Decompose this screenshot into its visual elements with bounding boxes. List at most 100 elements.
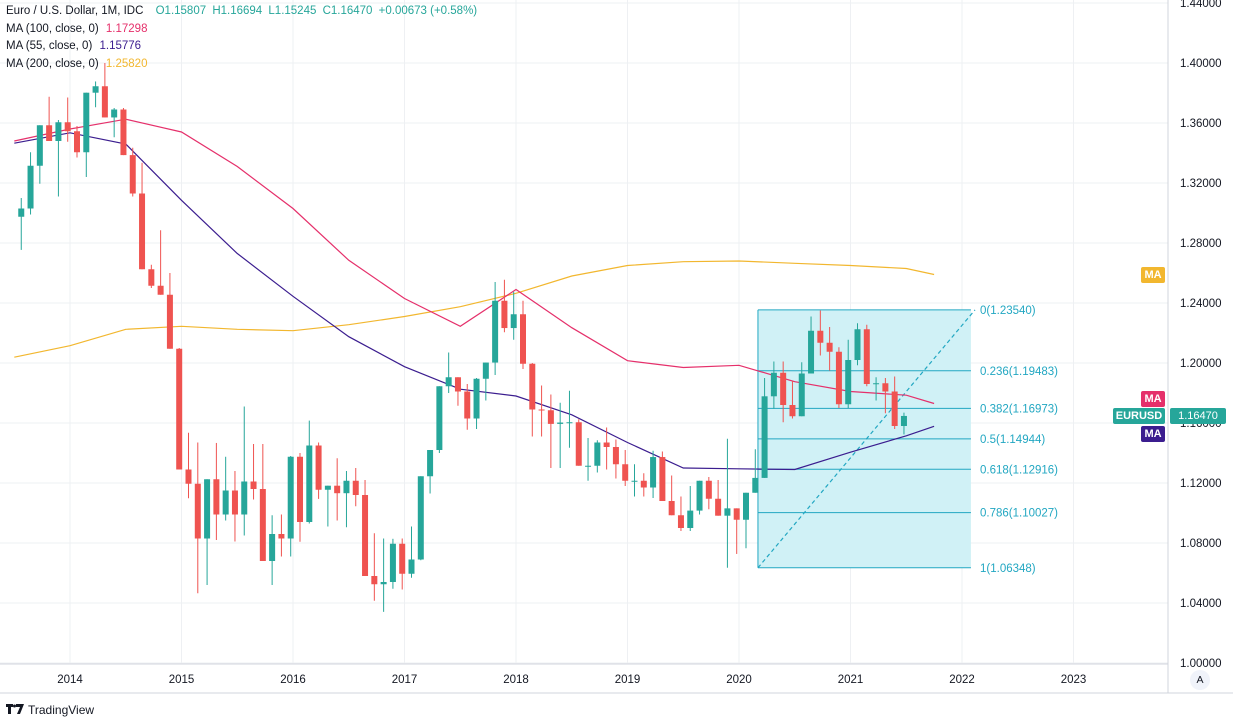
candle-body (297, 456, 303, 522)
candle-body (287, 456, 294, 539)
candle (380, 538, 387, 612)
candle-body (148, 269, 155, 286)
candle-body (417, 476, 424, 560)
candle (213, 442, 220, 540)
y-tick-label: 1.08000 (1180, 538, 1222, 550)
candle (603, 427, 610, 470)
candle (445, 352, 452, 393)
last-price-tag: 1.16470 (1170, 408, 1226, 424)
candle (120, 108, 127, 156)
candle (817, 310, 824, 356)
candle (482, 362, 489, 401)
candle-body (55, 122, 62, 141)
x-tick-label: 2016 (280, 674, 306, 686)
candle-body (83, 92, 90, 153)
fib-level-label: 0.786(1.10027) (980, 508, 1058, 520)
candle-body (259, 489, 266, 561)
candle-body (733, 508, 740, 520)
candle (557, 402, 564, 468)
legend-ma100-row[interactable]: MA (100, close, 0) 1.17298 (6, 21, 480, 39)
legend-ma200-row[interactable]: MA (200, close, 0) 1.25820 (6, 56, 480, 74)
y-tick-label: 1.36000 (1180, 118, 1222, 130)
legend-ma55-row[interactable]: MA (55, close, 0) 1.15776 (6, 38, 480, 56)
candle-body (343, 480, 350, 494)
candle-body (204, 479, 211, 539)
candle (278, 514, 285, 557)
candle (315, 442, 322, 499)
candle (650, 450, 657, 498)
candle-body (612, 447, 619, 465)
candle (427, 450, 434, 494)
candle (352, 468, 359, 507)
candle-body (92, 86, 99, 93)
y-tick-label: 1.04000 (1180, 598, 1222, 610)
candle-body (464, 391, 471, 419)
candle-body (111, 109, 118, 118)
candle (510, 291, 517, 340)
candle (111, 108, 118, 138)
candle-body (352, 480, 359, 495)
candle-body (129, 155, 136, 194)
candle-body (585, 465, 592, 467)
candle-body (473, 378, 480, 419)
candle-body (492, 300, 499, 363)
candle-body (761, 396, 768, 478)
y-tick-label: 1.44000 (1180, 0, 1222, 10)
candle (129, 147, 136, 197)
y-tick-label: 1.32000 (1180, 178, 1222, 190)
candle (501, 279, 508, 333)
candle-body (306, 445, 313, 522)
candle-body (157, 285, 164, 295)
fib-level-label: 0.236(1.19483) (980, 366, 1058, 378)
candle-body (659, 457, 666, 501)
candle (882, 378, 889, 414)
candle (770, 361, 777, 409)
x-tick-label: 2018 (503, 674, 529, 686)
candle (520, 300, 526, 369)
candle (705, 477, 712, 510)
open-value: O1.15807 (155, 5, 207, 17)
candle-body (547, 410, 554, 424)
candle-body (194, 483, 201, 539)
candle-body (399, 543, 406, 574)
legend-ohlc-row[interactable]: Euro / U.S. Dollar, 1M, IDC O1.15807 H1.… (6, 3, 480, 21)
candle (148, 264, 155, 288)
candle-body (529, 363, 536, 410)
candle-body (538, 409, 545, 411)
candle-body (668, 501, 675, 516)
candle-body (622, 464, 629, 481)
candle (408, 526, 415, 578)
candle (166, 273, 173, 349)
candle (83, 92, 90, 177)
candle-body (408, 559, 415, 574)
axes: 1.000001.040001.080001.120001.160001.200… (0, 0, 1233, 694)
candle (399, 538, 406, 590)
candle (92, 81, 99, 108)
fibonacci-retracement[interactable]: 0(1.23540) 0.236(1.19483) 0.382(1.16973) 0.… (757, 305, 1058, 575)
candle-body (770, 372, 777, 397)
candle-body (334, 485, 341, 494)
symbol-title[interactable]: Euro / U.S. Dollar, 1M, IDC (6, 5, 144, 17)
candle-body (101, 86, 108, 118)
candle (371, 533, 378, 601)
candle-body (231, 490, 238, 515)
tradingview-footer[interactable]: TradingView (6, 703, 94, 717)
x-tick-label: 2017 (392, 674, 418, 686)
candle (204, 479, 211, 585)
candle-body (241, 481, 248, 515)
auto-scale-button[interactable]: A (1190, 670, 1210, 690)
ma55-price-tag: MA (1141, 426, 1165, 442)
ma100-value: 1.17298 (105, 22, 148, 35)
x-tick-label: 2015 (169, 674, 195, 686)
candle-body (166, 294, 173, 349)
candle (269, 515, 276, 585)
candle (659, 451, 666, 501)
candle-body (445, 377, 452, 387)
candle-body (845, 360, 852, 405)
symbol-tag: EURUSD (1113, 408, 1165, 424)
candle (222, 456, 229, 521)
y-tick-label: 1.28000 (1180, 238, 1222, 250)
candle-body (882, 383, 889, 392)
candle-body (854, 329, 861, 360)
